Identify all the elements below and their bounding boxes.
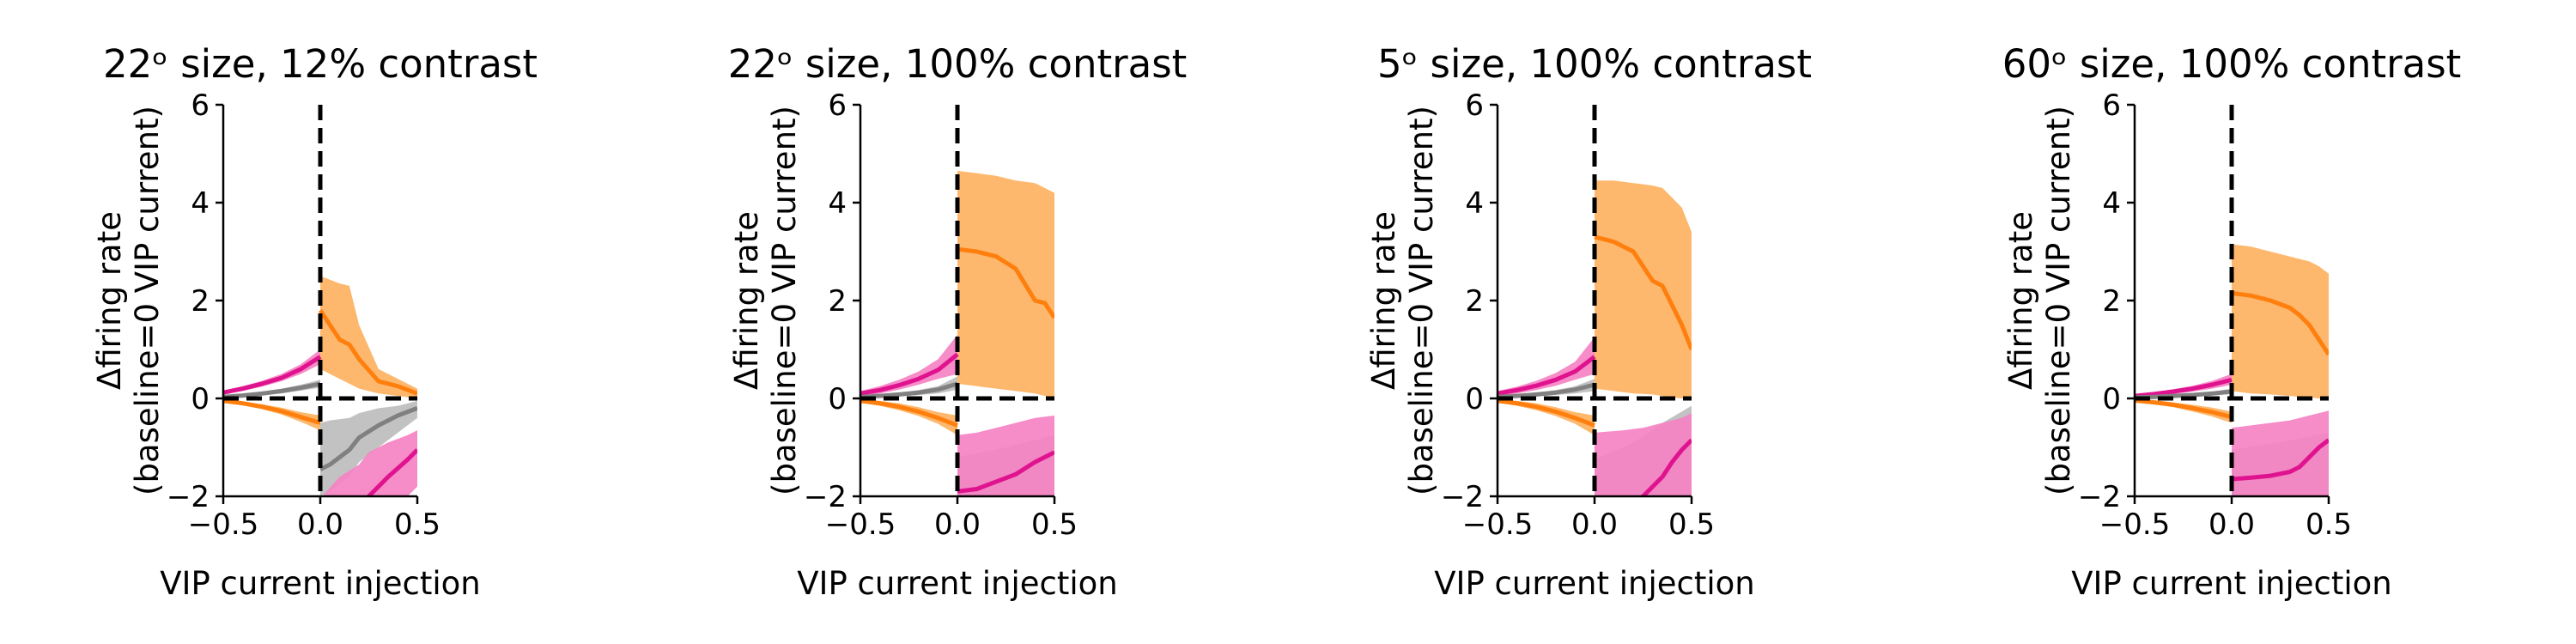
y-tick-label: 6	[191, 88, 210, 123]
y-tick-label: 6	[2102, 88, 2121, 123]
confidence-band-orange-4	[1595, 180, 1692, 398]
series-line-magenta-1	[860, 352, 959, 396]
confidence-band-magenta-6	[322, 430, 417, 496]
chart-panel-1: −2 0 2 4 6 −0.5 0.0 0.5 22ᵒ size, 12% contrast VI…	[91, 41, 538, 602]
confidence-band-magenta-6	[2232, 410, 2329, 496]
y-tick-label: 4	[1465, 186, 1484, 221]
series-line-magenta-6	[2231, 438, 2329, 482]
y-tick-label: 0	[2102, 382, 2121, 416]
plot-area	[860, 170, 1054, 496]
confidence-band-orange-4	[2232, 244, 2329, 398]
x-tick-label: 0.0	[1571, 507, 1618, 542]
y-axis-label-line1: Δfiring rate	[2002, 211, 2039, 390]
chart-panel-2: −2 0 2 4 6 −0.5 0.0 0.5 22ᵒ size, 100% contrast V…	[728, 41, 1188, 602]
series-line-orange-4	[318, 309, 417, 396]
y-tick-label: −2	[804, 480, 847, 514]
y-axis-label-line1: Δfiring rate	[728, 211, 765, 390]
y-tick-label: 4	[828, 186, 847, 221]
y-tick-label: −2	[2078, 480, 2121, 514]
series-line-magenta-1	[223, 355, 322, 395]
series-line-grey-2	[223, 381, 321, 399]
x-tick-label: −0.5	[825, 507, 896, 542]
x-axis-label: VIP current injection	[2071, 565, 2392, 602]
y-tick-label: −2	[167, 480, 210, 514]
series-line-magenta-1	[1498, 355, 1596, 396]
x-tick-label: 0.5	[2306, 507, 2352, 542]
y-axis-label-line2: (baseline=0 VIP current)	[766, 106, 803, 495]
series-line-orange-3	[2135, 398, 2233, 420]
y-tick-label: 0	[191, 382, 210, 416]
x-axis-label: VIP current injection	[160, 565, 481, 602]
series-line-orange-3	[1498, 398, 1595, 428]
y-tick-label: 2	[2102, 284, 2121, 319]
x-tick-label: 0.0	[297, 507, 343, 542]
y-tick-label: 2	[191, 284, 210, 319]
plot-area	[2135, 244, 2329, 496]
y-axis-label-line1: Δfiring rate	[1365, 211, 1402, 390]
chart-title: 60ᵒ size, 100% contrast	[2002, 41, 2462, 87]
series-line-magenta-6	[957, 450, 1054, 494]
y-tick-label: 0	[828, 382, 847, 416]
series-line-grey-5	[319, 406, 417, 471]
series-line-magenta-6	[366, 448, 417, 496]
x-axis-label: VIP current injection	[797, 565, 1118, 602]
confidence-band-grey-5	[320, 400, 417, 496]
x-axis-label: VIP current injection	[1434, 565, 1755, 602]
series-line-orange-4	[957, 246, 1054, 319]
y-tick-label: 4	[191, 186, 210, 221]
confidence-band-grey-2	[1498, 379, 1595, 398]
x-tick-label: 0.0	[934, 507, 981, 542]
x-tick-label: −0.5	[1462, 507, 1534, 542]
chart-title: 5ᵒ size, 100% contrast	[1377, 41, 1812, 87]
chart-title: 22ᵒ size, 12% contrast	[103, 41, 538, 87]
x-tick-label: 0.5	[1668, 507, 1715, 542]
confidence-band-grey-2	[860, 376, 957, 398]
x-tick-label: 0.5	[394, 507, 440, 542]
y-tick-label: 2	[1465, 284, 1484, 319]
series-line-orange-4	[2231, 290, 2329, 356]
series-line-grey-2	[1498, 382, 1595, 399]
series-line-orange-3	[860, 398, 958, 428]
x-tick-label: −0.5	[188, 507, 259, 542]
y-axis-label-line2: (baseline=0 VIP current)	[1403, 106, 1440, 495]
chart-title: 22ᵒ size, 100% contrast	[728, 41, 1188, 87]
y-tick-label: 0	[1465, 382, 1484, 416]
series-line-grey-2	[860, 381, 958, 399]
series-line-magenta-6	[1639, 438, 1692, 496]
plot-area	[1498, 180, 1692, 496]
chart-panel-3: −2 0 2 4 6 −0.5 0.0 0.5 5ᵒ size, 100% contrast VI…	[1365, 41, 1812, 602]
y-axis-label-line1: Δfiring rate	[91, 211, 128, 390]
confidence-band-magenta-1	[1498, 337, 1595, 397]
confidence-band-orange-4	[957, 170, 1054, 398]
series-line-orange-3	[223, 398, 321, 425]
y-tick-label: −2	[1441, 480, 1484, 514]
confidence-band-magenta-6	[957, 415, 1054, 496]
series-line-orange-4	[1594, 234, 1692, 350]
x-tick-label: 0.5	[1031, 507, 1078, 542]
plot-area	[223, 276, 417, 496]
confidence-band-orange-4	[320, 276, 417, 398]
chart-panel-4: −2 0 2 4 6 −0.5 0.0 0.5 60ᵒ size, 100% contrast V…	[2002, 41, 2462, 602]
y-tick-label: 2	[828, 284, 847, 319]
x-tick-label: −0.5	[2099, 507, 2171, 542]
series-line-magenta-1	[2135, 377, 2233, 398]
y-tick-label: 6	[1465, 88, 1484, 123]
series-line-grey-2	[2135, 389, 2233, 400]
y-tick-label: 4	[2102, 186, 2121, 221]
y-axis-label-line2: (baseline=0 VIP current)	[129, 106, 166, 495]
x-tick-label: 0.0	[2208, 507, 2255, 542]
y-axis-label-line2: (baseline=0 VIP current)	[2040, 106, 2077, 495]
y-tick-label: 6	[828, 88, 847, 123]
confidence-band-magenta-6	[1595, 413, 1692, 496]
